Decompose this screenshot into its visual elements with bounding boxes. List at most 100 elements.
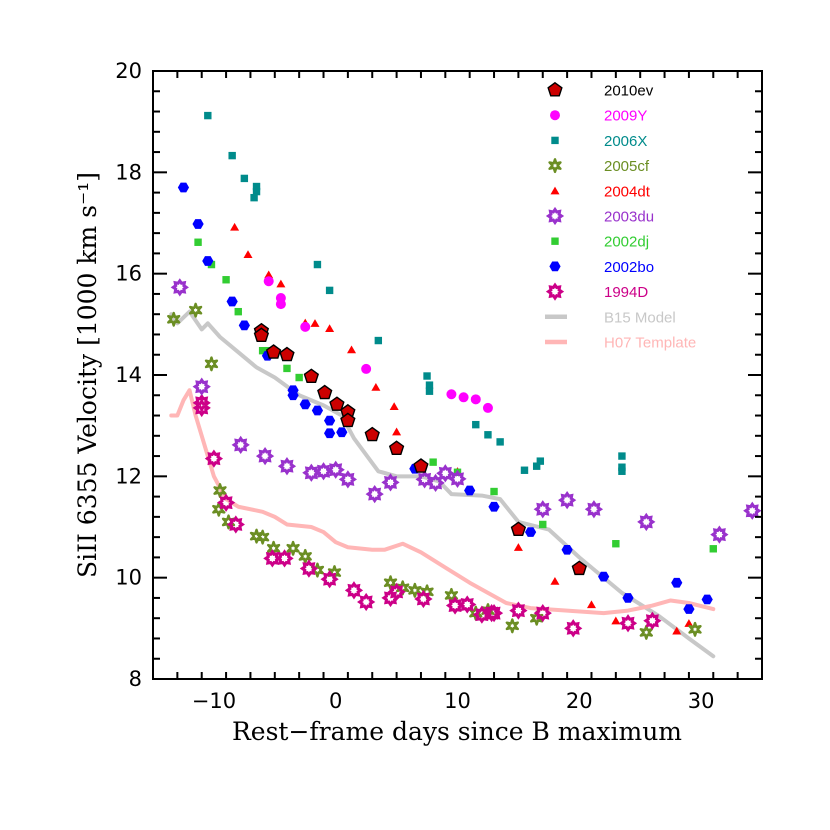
legend-item-2006x: 2006X: [551, 133, 647, 150]
data-point: [509, 601, 528, 620]
data-point: [388, 440, 405, 455]
data-point: [365, 484, 384, 504]
data-point: [550, 577, 560, 585]
data-point: [618, 452, 626, 460]
data-point: [238, 320, 250, 331]
data-point: [513, 543, 523, 551]
data-point: [683, 604, 695, 614]
legend-item-2002bo: 2002bo: [549, 259, 654, 276]
data-point: [204, 111, 212, 120]
data-point: [488, 501, 500, 512]
legend-label: 2004dt: [604, 183, 651, 200]
data-point: [226, 515, 245, 534]
legend-label: 2006X: [604, 133, 647, 150]
data-point: [472, 420, 480, 429]
data-point: [361, 363, 372, 374]
data-point: [279, 346, 295, 362]
y-tick-label: 20: [115, 59, 142, 83]
data-point: [381, 473, 400, 492]
data-point: [311, 405, 324, 416]
data-point: [564, 619, 583, 638]
data-point: [204, 356, 219, 372]
legend-item-b15-model: B15 Model: [545, 309, 676, 326]
data-point: [192, 219, 204, 229]
data-point: [484, 603, 504, 623]
series-2010ev: [253, 322, 587, 576]
data-point: [520, 466, 529, 474]
data-point: [408, 582, 422, 598]
data-point: [448, 469, 467, 489]
data-point: [258, 346, 267, 355]
data-point: [622, 593, 634, 603]
data-point: [300, 321, 311, 332]
legend-swatch: [545, 282, 565, 301]
data-point: [426, 473, 445, 493]
data-point: [571, 560, 587, 576]
data-point: [536, 457, 545, 465]
y-tick-label: 10: [115, 566, 142, 590]
legend-item-2009y: 2009Y: [550, 108, 647, 125]
y-tick-label: 14: [115, 363, 142, 387]
data-point: [276, 279, 286, 288]
x-tick-label: −10: [192, 689, 236, 713]
data-point: [192, 398, 211, 418]
data-point: [286, 540, 300, 556]
legend-swatch: [548, 158, 562, 174]
data-point: [170, 278, 189, 297]
data-point: [446, 389, 457, 400]
legend-item-2005cf: 2005cf: [548, 158, 650, 175]
legend-item-h07-template: H07 Template: [545, 335, 696, 352]
legend-swatch: [549, 261, 561, 272]
data-point: [530, 610, 544, 626]
data-point: [226, 296, 238, 307]
data-point: [510, 521, 527, 537]
data-point: [317, 384, 333, 400]
data-point: [611, 616, 621, 625]
legend-label: 1994D: [604, 284, 648, 301]
data-point: [231, 435, 250, 455]
data-point: [228, 151, 236, 160]
data-point: [684, 619, 694, 627]
data-point: [524, 527, 537, 537]
x-tick-label: 10: [444, 689, 471, 713]
y-tick-label: 16: [115, 262, 142, 286]
data-point: [436, 464, 455, 483]
data-point: [490, 487, 498, 496]
legend-label: 2002dj: [604, 234, 649, 251]
data-point: [387, 582, 406, 601]
data-point: [299, 399, 311, 410]
data-point: [207, 260, 216, 269]
data-point: [216, 493, 236, 512]
data-point: [445, 596, 465, 615]
y-tick-label: 18: [115, 160, 142, 184]
data-point: [340, 412, 356, 428]
data-point: [234, 307, 242, 316]
data-point: [484, 431, 492, 439]
legend-swatch: [550, 186, 560, 195]
data-point: [618, 614, 638, 633]
data-point: [344, 581, 364, 600]
data-point: [264, 270, 274, 279]
legend-swatch: [551, 136, 559, 145]
data-point: [192, 393, 211, 413]
data-point: [612, 540, 620, 548]
data-point: [425, 387, 434, 395]
data-point: [532, 462, 541, 470]
data-point: [584, 500, 604, 519]
data-points: [167, 111, 762, 640]
data-point: [295, 373, 303, 382]
data-point: [313, 260, 322, 269]
legend-swatch: [551, 237, 559, 245]
legend-item-2003du: 2003du: [545, 206, 654, 226]
data-point: [336, 427, 348, 438]
data-point: [618, 463, 626, 471]
data-point: [618, 467, 626, 475]
data-point: [413, 458, 429, 473]
legend-swatch: [547, 81, 563, 97]
data-point: [671, 577, 683, 588]
legend-label: 2009Y: [604, 108, 647, 125]
data-point: [204, 449, 224, 468]
data-point: [314, 462, 333, 481]
data-point: [710, 525, 729, 544]
